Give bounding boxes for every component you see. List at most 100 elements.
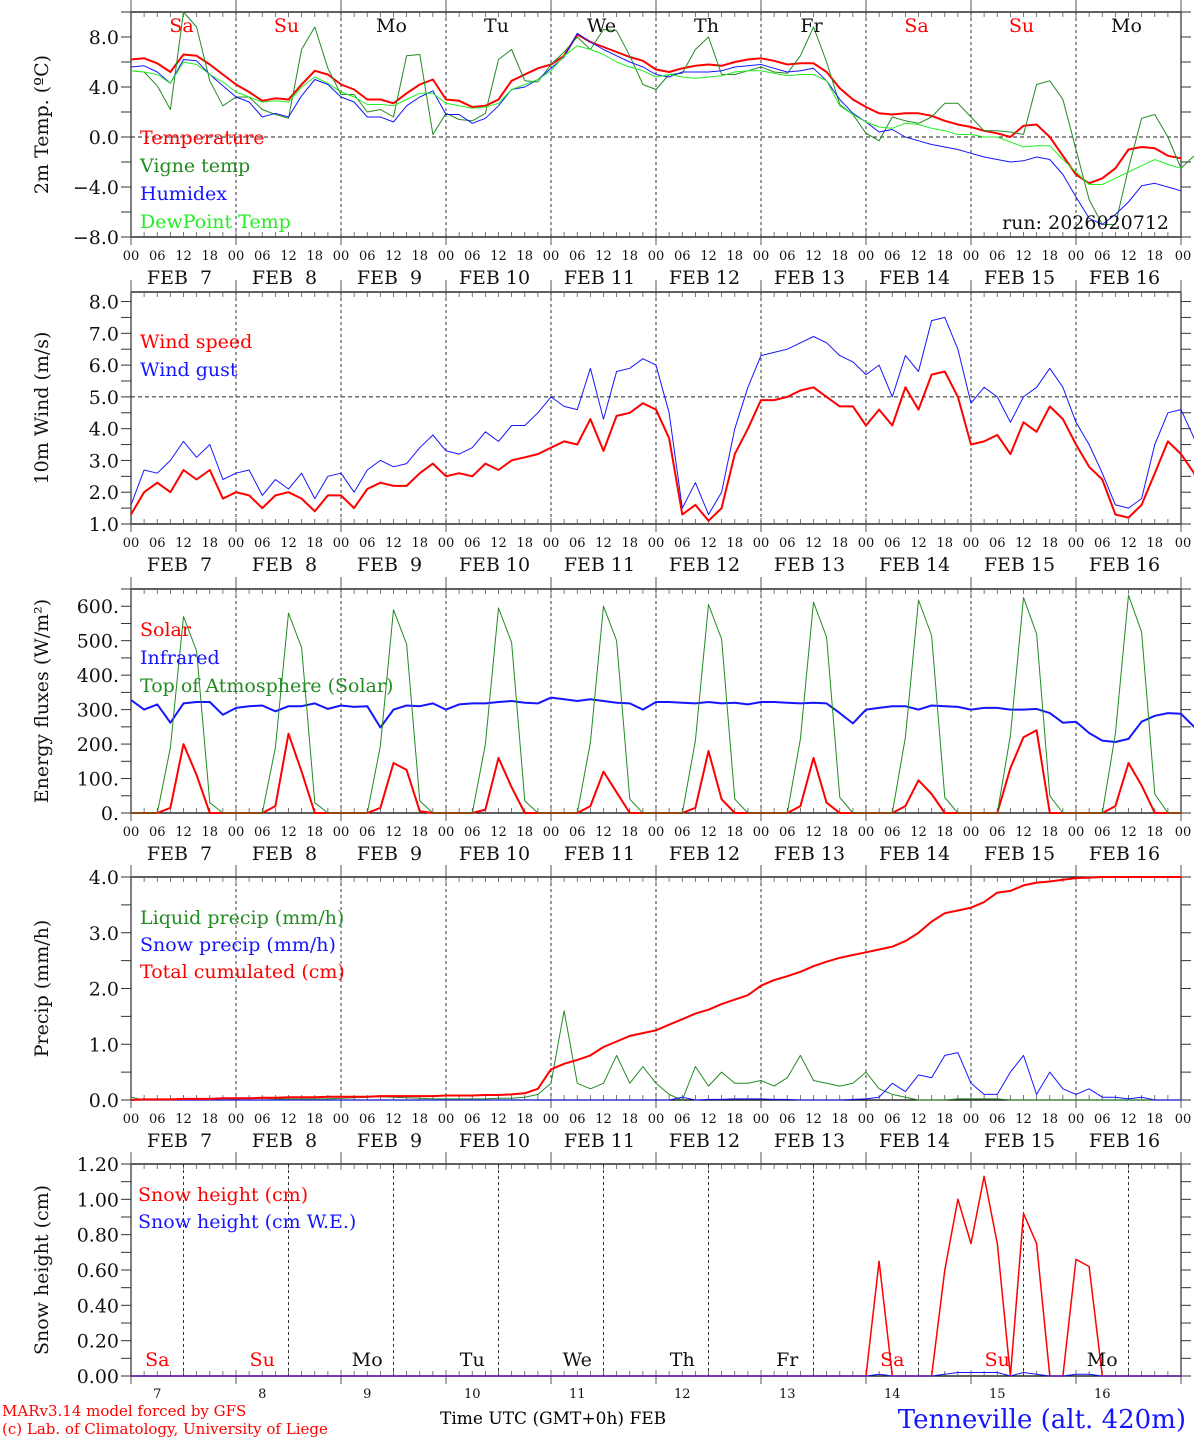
hour-tick-label: 12	[280, 249, 297, 264]
date-label: FEB 14	[879, 843, 950, 865]
date-label: FEB 11	[564, 267, 635, 289]
hour-tick-label: 00	[123, 825, 140, 840]
hour-tick-label: 12	[280, 825, 297, 840]
date-label: FEB 14	[879, 554, 950, 576]
date-label: FEB 9	[357, 554, 422, 576]
hour-tick-label: 00	[858, 825, 875, 840]
y-tick-label: 300.	[77, 700, 119, 722]
date-label: FEB 13	[774, 554, 845, 576]
hour-tick-label: 06	[464, 825, 481, 840]
panel-1	[121, 0, 1194, 245]
date-label: FEB 8	[252, 554, 317, 576]
hour-tick-label: 12	[1015, 249, 1032, 264]
hour-tick-label: 00	[858, 1112, 875, 1127]
hour-tick-label: 18	[726, 825, 743, 840]
hour-tick-label: 12	[385, 1112, 402, 1127]
hour-tick-label: 18	[621, 536, 638, 551]
hour-tick-label: 12	[700, 825, 717, 840]
y-tick-label: 400.	[77, 665, 119, 687]
day-number-label: 14	[884, 1387, 901, 1402]
y-tick-label: 0.40	[77, 1295, 119, 1317]
hour-tick-label: 06	[1094, 1112, 1111, 1127]
hour-tick-label: 18	[1041, 1112, 1058, 1127]
hour-tick-label: 12	[1015, 536, 1032, 551]
hour-tick-label: 06	[989, 1112, 1006, 1127]
hour-tick-label: 12	[175, 249, 192, 264]
hour-tick-label: 06	[884, 1112, 901, 1127]
hour-tick-label: 18	[411, 825, 428, 840]
date-label: FEB 12	[669, 554, 740, 576]
series-line-dewpoint-temp	[130, 45, 1182, 185]
hour-tick-label: 00	[753, 1112, 770, 1127]
hour-tick-label: 06	[884, 825, 901, 840]
hour-tick-label: 00	[1175, 249, 1192, 264]
hour-tick-label: 06	[779, 249, 796, 264]
date-label: FEB 10	[459, 843, 530, 865]
hour-tick-label: 12	[910, 1112, 927, 1127]
hour-tick-label: 18	[306, 825, 323, 840]
date-label: FEB 9	[357, 267, 422, 289]
hour-tick-label: 06	[779, 825, 796, 840]
series-line-top-of-atmosphere-solar	[131, 594, 1181, 814]
date-label: FEB 14	[879, 1130, 950, 1152]
hour-tick-label: 18	[1146, 825, 1163, 840]
y-tick-label: 0.	[101, 803, 119, 825]
hour-tick-label: 12	[805, 1112, 822, 1127]
legend-entry: Temperature	[140, 127, 264, 149]
hour-tick-label: 12	[805, 536, 822, 551]
series-line-wind-gust	[130, 316, 1194, 515]
day-number-label: 16	[1094, 1387, 1111, 1402]
date-label: FEB 10	[459, 554, 530, 576]
hour-tick-label: 00	[1068, 1112, 1085, 1127]
hour-tick-label: 06	[569, 1112, 586, 1127]
hour-tick-label: 18	[516, 249, 533, 264]
hour-tick-label: 18	[411, 1112, 428, 1127]
hour-tick-label: 00	[753, 249, 770, 264]
hour-tick-label: 12	[1015, 1112, 1032, 1127]
series-line-humidex	[130, 32, 1182, 225]
day-number-label: 12	[674, 1387, 691, 1402]
hour-tick-label: 00	[858, 536, 875, 551]
hour-tick-label: 06	[779, 1112, 796, 1127]
legend-entry: Wind speed	[140, 331, 252, 353]
weekday-label: Su	[274, 15, 299, 37]
date-label: FEB 7	[147, 554, 212, 576]
hour-tick-label: 00	[333, 825, 350, 840]
y-tick-label: 1.0	[89, 1034, 119, 1056]
series-line-vigne-temp	[130, 11, 1194, 225]
date-label: FEB 13	[774, 267, 845, 289]
y-tick-label: 7.0	[89, 323, 119, 345]
hour-tick-label: 18	[306, 249, 323, 264]
hour-tick-label: 18	[1146, 249, 1163, 264]
hour-tick-label: 00	[543, 249, 560, 264]
hour-tick-label: 00	[333, 1112, 350, 1127]
hour-tick-label: 00	[123, 249, 140, 264]
hour-tick-label: 12	[490, 249, 507, 264]
series-line-wind-speed	[130, 370, 1194, 522]
model-credit: MARv3.14 model forced by GFS	[2, 1402, 247, 1420]
hour-tick-label: 12	[910, 536, 927, 551]
day-number-label: 10	[464, 1387, 481, 1402]
y-tick-label: 1.00	[77, 1189, 119, 1211]
weekday-label: Tu	[460, 1349, 485, 1371]
date-label: FEB 8	[252, 843, 317, 865]
legend-entry: Snow height (cm)	[138, 1184, 308, 1206]
hour-tick-label: 06	[989, 825, 1006, 840]
hour-tick-label: 00	[228, 825, 245, 840]
hour-tick-label: 00	[333, 249, 350, 264]
y-tick-label: 0.80	[77, 1225, 119, 1247]
hour-tick-label: 06	[1094, 249, 1111, 264]
hour-tick-label: 06	[674, 825, 691, 840]
hour-tick-label: 12	[1120, 825, 1137, 840]
panel-4	[121, 865, 1191, 1108]
date-label: FEB 11	[564, 843, 635, 865]
y-axis-label: Precip (mm/h)	[31, 920, 53, 1058]
y-axis-label: 10m Wind (m/s)	[31, 332, 53, 485]
hour-tick-label: 06	[254, 536, 271, 551]
day-number-label: 7	[153, 1387, 161, 1402]
legend-entry: Snow height (cm W.E.)	[138, 1211, 356, 1233]
lab-credit: (c) Lab. of Climatology, University of L…	[2, 1420, 328, 1438]
y-tick-label: 5.0	[89, 387, 119, 409]
day-number-label: 9	[363, 1387, 371, 1402]
